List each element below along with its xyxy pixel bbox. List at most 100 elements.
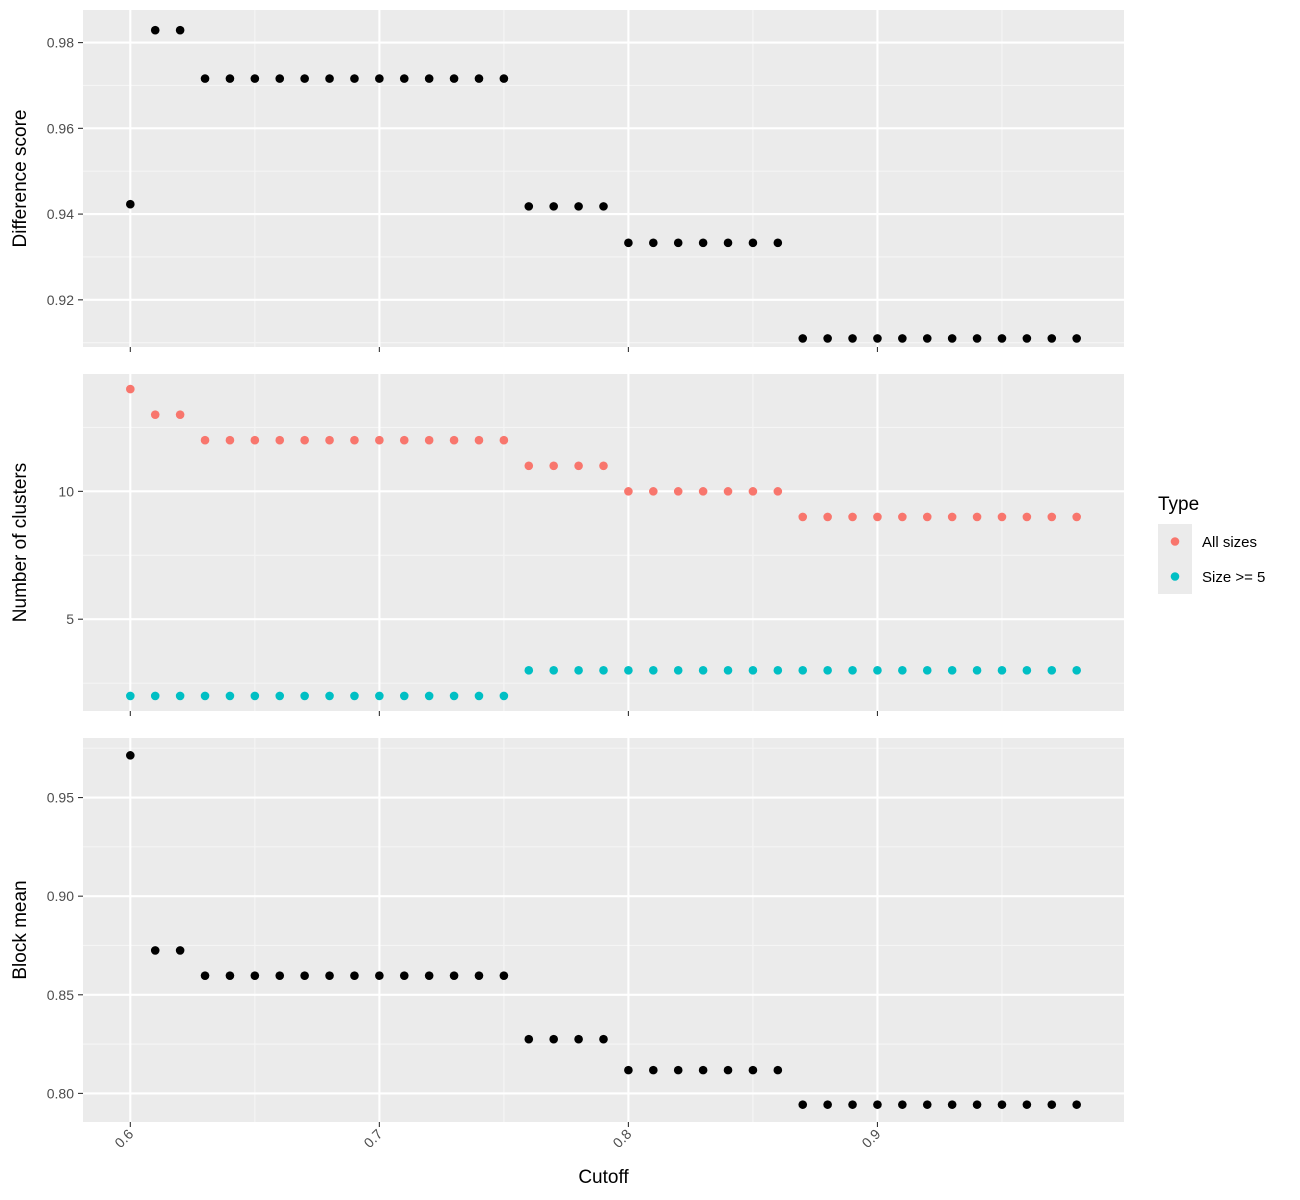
data-point [673,1065,683,1075]
y-tick-label: 0.85 [47,987,74,1003]
data-point [624,1065,633,1075]
data-point [773,666,783,675]
data-point [325,971,334,980]
y-tick-label: 0.80 [47,1085,74,1101]
data-point [997,666,1007,675]
data-point [649,487,658,496]
panel-background [83,10,1124,347]
data-point [574,1034,583,1044]
data-point [649,1065,658,1075]
data-point [175,410,185,419]
data-point [798,1100,808,1109]
data-point [474,435,484,445]
data-point [1022,334,1032,343]
data-point [823,666,832,675]
data-point [599,202,608,211]
data-point [574,202,583,211]
data-point [375,971,384,980]
data-point [1022,512,1032,522]
data-point [524,1034,534,1044]
data-point [300,74,309,83]
data-point [175,25,185,35]
data-point [449,74,459,83]
data-point [898,512,907,522]
data-point [449,691,459,701]
data-point [1022,666,1032,675]
data-point [399,691,409,701]
data-point [898,334,907,343]
data-point [126,199,135,209]
data-point [972,1100,982,1109]
data-point [225,691,235,701]
panel-1: 0.92 0.94 0.96 0.98 Difference score [10,10,1124,352]
x-tick-label: 0.6 [111,1126,136,1151]
data-point [624,666,633,675]
data-point [848,334,857,343]
data-point [599,666,608,675]
data-point [947,1100,957,1109]
data-point [200,971,210,980]
data-point [997,1100,1007,1109]
data-point [449,971,459,980]
data-point [175,946,185,955]
legend-title: Type [1158,494,1199,515]
data-point [399,971,409,980]
data-point [1047,334,1057,343]
data-point [250,435,260,445]
data-point [848,1100,857,1109]
data-point [474,691,484,701]
data-point [175,691,185,701]
data-point [126,691,135,701]
data-point [424,74,434,83]
data-point [748,238,758,248]
data-point [624,487,633,496]
data-point [524,202,534,211]
data-point [126,751,135,760]
data-point [150,691,160,701]
data-point [673,238,683,248]
data-point [474,74,484,83]
data-point [649,666,658,675]
data-point [200,74,210,83]
data-point [848,512,857,522]
data-point [225,74,235,83]
data-point [773,238,783,248]
data-point [275,435,285,445]
data-point [375,74,384,83]
data-point [549,202,558,211]
data-point [947,666,957,675]
y-tick-label: 0.95 [47,790,74,806]
data-point [698,238,708,248]
y-tick-label: 0.98 [47,35,74,51]
data-point [748,1065,758,1075]
data-point [997,334,1007,343]
data-point [150,25,160,35]
data-point [499,435,509,445]
legend-key-marker [1170,537,1180,546]
data-point [375,435,384,445]
legend: Type All sizes Size >= 5 [1158,494,1265,594]
data-point [524,461,534,471]
x-tick-label: 0.7 [360,1126,385,1151]
data-point [225,971,235,980]
panel-2: 5 10 Number of clusters [10,374,1124,716]
y-tick-label: 0.90 [47,888,74,904]
data-point [798,334,808,343]
data-point [873,512,882,522]
data-point [723,238,733,248]
y-axis-title: Block mean [10,880,31,979]
data-point [798,512,808,522]
y-tick-label: 0.96 [47,120,74,136]
data-point [873,334,882,343]
data-point [972,512,982,522]
data-point [300,435,309,445]
data-point [200,435,210,445]
data-point [723,487,733,496]
data-point [823,512,832,522]
panel-3: 0.80 0.85 0.90 0.95 0.6 0.7 0.8 0.9 Block mean Cu… [10,738,1124,1188]
data-point [1072,334,1081,343]
data-point [499,74,509,83]
data-point [922,334,932,343]
data-point [599,1034,608,1044]
data-point [449,435,459,445]
